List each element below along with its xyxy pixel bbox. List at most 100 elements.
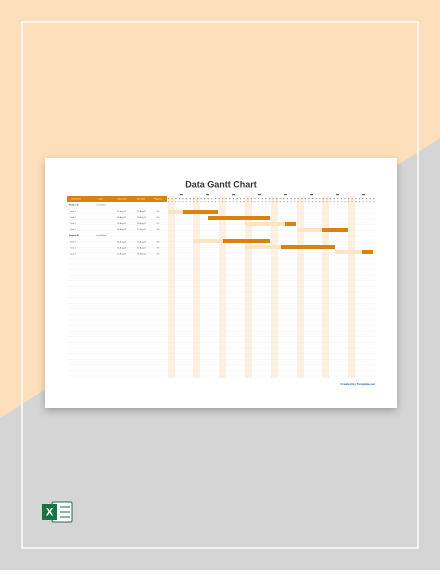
week-tick <box>232 194 235 196</box>
weekend-stripe <box>297 196 304 378</box>
icon-badge <box>42 504 57 520</box>
column-header: End Date <box>137 198 146 201</box>
task-start: 16-Aug-21 <box>117 222 127 225</box>
day-tick <box>182 198 184 200</box>
project-name: Project A <box>69 204 79 207</box>
bar <box>223 239 270 243</box>
task-progress: 0% <box>157 211 160 213</box>
day-tick <box>265 198 267 200</box>
day-tick <box>358 198 360 200</box>
project-lead: Lead Name <box>96 205 107 207</box>
day-tick <box>326 198 328 200</box>
task-start: 01-Aug-21 <box>117 210 127 213</box>
day-tick <box>304 198 306 200</box>
bar-plan <box>297 228 322 232</box>
project-name: Project B <box>69 234 79 237</box>
day-tick <box>247 198 249 200</box>
day-tick <box>243 201 245 203</box>
day-tick <box>337 198 339 200</box>
day-tick <box>333 201 335 203</box>
day-tick <box>225 201 227 203</box>
day-tick <box>171 198 173 200</box>
day-tick <box>286 201 288 203</box>
day-tick <box>232 198 234 200</box>
day-tick <box>258 198 260 200</box>
day-tick <box>193 198 195 200</box>
day-tick <box>366 198 368 200</box>
day-tick <box>279 201 281 203</box>
day-tick <box>351 198 353 200</box>
day-tick <box>312 198 314 200</box>
task-end: 12-Aug-21 <box>137 210 147 213</box>
day-tick <box>204 201 206 203</box>
day-tick <box>322 201 324 203</box>
day-tick <box>222 201 224 203</box>
task-end: 26-Aug-21 <box>137 222 147 225</box>
day-tick <box>286 198 288 200</box>
day-tick <box>315 198 317 200</box>
task-progress: 0% <box>157 217 160 219</box>
day-tick <box>268 198 270 200</box>
task-start: 05-Aug-21 <box>117 241 127 244</box>
task-start: 27-Aug-21 <box>117 253 127 256</box>
task-name: Task 2 <box>70 217 77 219</box>
task-start: 24-Aug-21 <box>117 228 127 231</box>
day-tick <box>229 198 231 200</box>
day-tick <box>171 201 173 203</box>
frame <box>21 21 419 549</box>
task-name: Task 2 <box>70 248 77 250</box>
day-tick <box>204 198 206 200</box>
title: Data Gantt Chart <box>185 179 257 189</box>
excel-icon: X <box>42 501 73 523</box>
day-tick <box>333 198 335 200</box>
bar <box>281 245 335 249</box>
weekend-stripe <box>271 196 278 378</box>
task-progress: 0% <box>157 242 160 244</box>
day-tick <box>322 198 324 200</box>
day-tick <box>254 198 256 200</box>
task-name: Task 3 <box>70 223 77 225</box>
bar <box>362 250 373 254</box>
day-tick <box>272 201 274 203</box>
day-tick <box>218 198 220 200</box>
day-tick <box>355 198 357 200</box>
day-tick <box>268 201 270 203</box>
column-header: Progress <box>154 199 162 201</box>
bar-plan <box>245 245 281 249</box>
bar <box>322 228 348 232</box>
day-tick <box>240 198 242 200</box>
day-tick <box>236 198 238 200</box>
task-start: 08-Aug-21 <box>117 216 127 219</box>
day-tick <box>193 201 195 203</box>
day-tick <box>211 198 213 200</box>
day-tick <box>330 201 332 203</box>
day-tick <box>276 198 278 200</box>
day-tick <box>272 198 274 200</box>
day-tick <box>207 201 209 203</box>
day-tick <box>186 198 188 200</box>
weekend-stripe <box>168 196 175 378</box>
day-tick <box>168 201 170 203</box>
day-tick <box>355 201 357 203</box>
day-tick <box>290 201 292 203</box>
column-header: Task Name <box>71 199 82 201</box>
day-tick <box>366 201 368 203</box>
day-tick <box>340 201 342 203</box>
project-lead: Lead Name <box>96 235 107 237</box>
day-tick <box>358 201 360 203</box>
bar <box>183 210 218 214</box>
day-tick <box>283 201 285 203</box>
day-tick <box>250 198 252 200</box>
weekend-stripe <box>348 196 355 378</box>
day-tick <box>308 201 310 203</box>
day-tick <box>225 198 227 200</box>
task-end: 20-Aug-21 <box>137 241 147 244</box>
day-tick <box>175 198 177 200</box>
day-tick <box>175 201 177 203</box>
day-tick <box>337 201 339 203</box>
weekend-stripe <box>219 196 226 378</box>
weekend-stripe <box>322 196 329 378</box>
day-tick <box>240 201 242 203</box>
